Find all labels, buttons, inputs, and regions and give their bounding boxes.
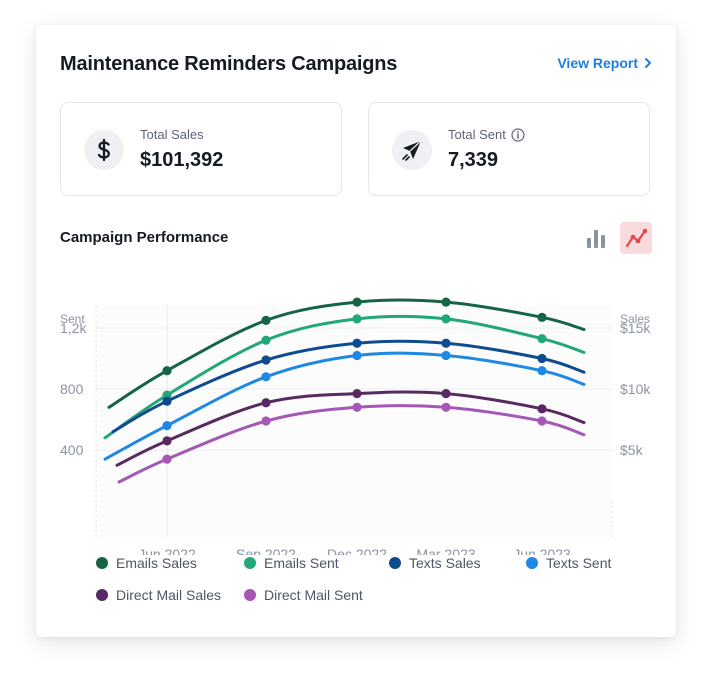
data-point bbox=[441, 402, 451, 412]
dollar-icon bbox=[84, 130, 124, 170]
data-point bbox=[261, 355, 271, 365]
legend-label: Direct Mail Sent bbox=[264, 587, 363, 603]
left-tick-label: 400 bbox=[60, 442, 84, 458]
legend-label: Texts Sent bbox=[546, 555, 612, 571]
campaign-card: Maintenance Reminders Campaigns View Rep… bbox=[36, 25, 676, 637]
data-point bbox=[162, 436, 172, 446]
total-sent-card: Total Sent 7,339 bbox=[368, 102, 650, 196]
legend-dot bbox=[526, 557, 538, 569]
data-point bbox=[352, 338, 362, 348]
data-point bbox=[352, 314, 362, 324]
data-point bbox=[537, 366, 547, 376]
data-point bbox=[537, 416, 547, 426]
legend-item[interactable]: Emails Sent bbox=[244, 555, 339, 571]
paper-plane-icon bbox=[392, 130, 432, 170]
total-sales-value: $101,392 bbox=[140, 149, 224, 171]
bar-chart-toggle[interactable] bbox=[580, 222, 612, 254]
legend-dot bbox=[244, 589, 256, 601]
right-tick-label: $10k bbox=[620, 381, 651, 397]
data-point bbox=[537, 353, 547, 364]
total-sales-card: Total Sales $101,392 bbox=[60, 102, 342, 196]
legend-label: Emails Sent bbox=[264, 555, 339, 571]
data-point bbox=[352, 350, 362, 361]
left-tick-label: 1,2k bbox=[60, 320, 87, 336]
legend-label: Texts Sales bbox=[409, 555, 481, 571]
legend-item[interactable]: Direct Mail Sent bbox=[244, 587, 363, 603]
left-tick-label: 800 bbox=[60, 381, 84, 397]
section-title: Campaign Performance bbox=[60, 229, 229, 246]
legend-item[interactable]: Texts Sent bbox=[526, 555, 611, 571]
view-report-label: View Report bbox=[557, 55, 638, 71]
line-chart-toggle[interactable] bbox=[620, 222, 652, 254]
legend-label: Emails Sales bbox=[116, 555, 197, 571]
data-point bbox=[537, 334, 547, 344]
data-point bbox=[537, 404, 547, 414]
line-chart-icon bbox=[625, 228, 647, 248]
data-point bbox=[352, 402, 362, 412]
legend-dot bbox=[389, 557, 401, 569]
legend-item[interactable]: Texts Sales bbox=[389, 555, 481, 571]
data-point bbox=[162, 454, 172, 464]
data-point bbox=[261, 398, 271, 408]
bar-chart-icon bbox=[587, 230, 605, 248]
data-point bbox=[441, 297, 451, 307]
data-point bbox=[261, 416, 271, 426]
total-sent-value: 7,339 bbox=[448, 149, 499, 171]
legend-dot bbox=[96, 557, 108, 569]
data-point bbox=[261, 372, 271, 382]
x-tick-label: Sep 2022 bbox=[236, 546, 296, 555]
legend-item[interactable]: Direct Mail Sales bbox=[96, 587, 221, 603]
total-sent-label: Total Sent bbox=[448, 127, 525, 142]
x-tick-label: Mar 2023 bbox=[416, 546, 475, 555]
data-point bbox=[261, 315, 271, 325]
right-tick-label: $15k bbox=[620, 320, 651, 336]
x-tick-label: Jun 2022 bbox=[138, 546, 196, 555]
legend-label: Direct Mail Sales bbox=[116, 587, 222, 603]
data-point bbox=[441, 314, 451, 324]
info-icon[interactable] bbox=[511, 127, 525, 142]
data-point bbox=[352, 297, 362, 307]
chevron-right-icon bbox=[645, 58, 651, 68]
x-tick-label: Jun 2023 bbox=[513, 546, 571, 555]
data-point bbox=[261, 335, 271, 345]
legend-dot bbox=[96, 589, 108, 601]
data-point bbox=[441, 338, 451, 348]
data-point bbox=[352, 388, 362, 399]
view-report-link[interactable]: View Report bbox=[557, 55, 652, 71]
total-sales-label: Total Sales bbox=[140, 127, 204, 142]
left-axis-label: Sent bbox=[60, 312, 85, 326]
x-tick-label: Dec 2022 bbox=[327, 546, 387, 555]
card-title: Maintenance Reminders Campaigns bbox=[60, 53, 398, 75]
data-point bbox=[162, 396, 172, 406]
data-point bbox=[162, 421, 172, 431]
right-axis-label: Sales bbox=[620, 312, 650, 326]
data-point bbox=[441, 388, 451, 399]
legend-dot bbox=[244, 557, 256, 569]
data-point bbox=[162, 366, 172, 376]
legend-item[interactable]: Emails Sales bbox=[96, 555, 197, 571]
campaign-performance-chart: Sent Sales 1,2k 800 400 $15k $10k $5k Jun 2022 Se… bbox=[60, 297, 651, 555]
data-point bbox=[441, 350, 451, 361]
right-tick-label: $5k bbox=[620, 442, 644, 458]
data-point bbox=[537, 312, 547, 322]
